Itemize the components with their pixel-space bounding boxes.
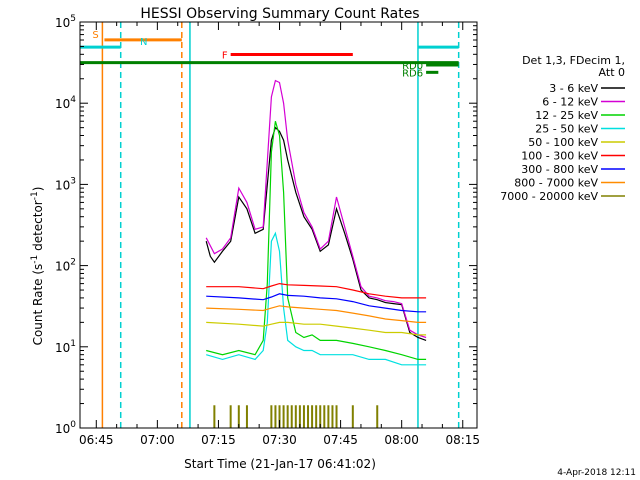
y-tick-label: 104: [55, 95, 76, 111]
legend-title: Att 0: [599, 66, 625, 79]
footer-date: 4-Apr-2018 12:11: [557, 468, 636, 478]
series-line: [206, 282, 427, 299]
legend-title: Det 1,3, FDecim 1,: [522, 54, 625, 67]
series-line: [205, 126, 427, 341]
flag-label: N: [140, 37, 147, 48]
x-tick-label: 07:45: [323, 433, 358, 447]
x-tick-label: 07:30: [262, 433, 297, 447]
flag-label: F: [222, 50, 228, 61]
y-tick-label: 103: [55, 176, 76, 192]
legend-label: 6 - 12 keV: [542, 96, 598, 109]
chart-title: HESSI Observing Summary Count Rates: [140, 6, 419, 22]
legend-label: 3 - 6 keV: [549, 82, 598, 95]
series-line: [206, 293, 427, 313]
x-tick-label: 08:00: [384, 433, 419, 447]
legend-label: 100 - 300 keV: [521, 150, 598, 163]
y-tick-label: 105: [55, 14, 76, 30]
legend-label: 50 - 100 keV: [528, 136, 598, 149]
legend-label: 300 - 800 keV: [521, 163, 598, 176]
flag-label: RD0: [402, 61, 423, 72]
plot-frame: [79, 21, 478, 429]
legend-label: 7000 - 20000 keV: [500, 190, 598, 203]
x-tick-label: 08:15: [445, 433, 480, 447]
y-tick-label: 102: [55, 258, 76, 274]
x-tick-label: 07:00: [140, 433, 175, 447]
series-line: [206, 121, 427, 360]
x-tick-label: 07:15: [201, 433, 236, 447]
series-lines: [205, 79, 427, 428]
x-axis-label: Start Time (21-Jan-17 06:41:02): [184, 457, 376, 471]
y-axis-label: Count Rate (s-1 detector-1): [30, 187, 45, 346]
series-line: [206, 305, 427, 323]
legend-label: 12 - 25 keV: [535, 109, 598, 122]
series-line: [206, 231, 427, 366]
flag-label: S: [92, 30, 98, 41]
series-line: [206, 321, 427, 336]
legend-label: 800 - 7000 keV: [514, 177, 598, 190]
y-tick-label: 101: [55, 339, 76, 355]
axes: 06:45 07:00 07:15 07:30 07:45 08:00 08:15 100 10…: [55, 14, 480, 447]
series-line: [205, 79, 427, 339]
y-tick-label: 100: [55, 420, 76, 436]
legend-label: 25 - 50 keV: [535, 123, 598, 136]
flag-label: RD6: [402, 68, 423, 79]
x-tick-label: 06:45: [79, 433, 114, 447]
